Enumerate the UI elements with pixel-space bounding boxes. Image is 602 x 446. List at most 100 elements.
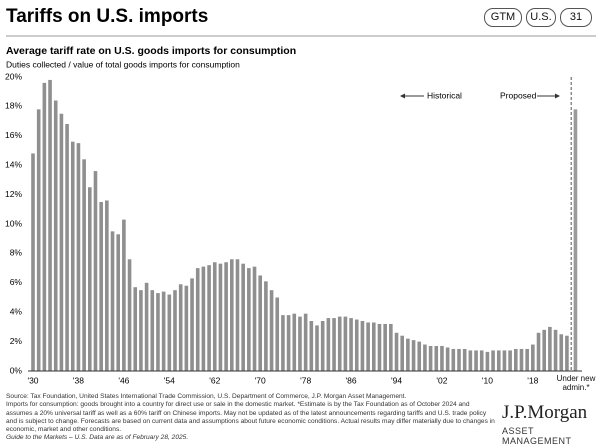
tag: GTM <box>484 8 522 27</box>
bar <box>298 316 302 371</box>
bar <box>309 321 314 371</box>
bar <box>531 344 535 371</box>
x-tick-label: '54 <box>164 375 175 385</box>
footnote: Imports for consumption: goods brought i… <box>6 401 495 434</box>
bar <box>167 294 172 371</box>
bar <box>65 124 69 371</box>
tag: U.S. <box>526 8 556 27</box>
bar <box>366 322 370 371</box>
x-tick-label: '78 <box>300 375 311 385</box>
page-title: Tariffs on U.S. imports <box>6 6 208 27</box>
bar <box>93 171 98 371</box>
bar <box>343 316 348 371</box>
bar <box>275 297 280 371</box>
bar <box>360 321 365 371</box>
bar <box>434 346 439 371</box>
bar <box>394 332 399 371</box>
bar <box>372 322 376 371</box>
bar <box>445 347 450 371</box>
arrow-head <box>400 93 405 99</box>
x-tick-label: '02 <box>436 375 447 385</box>
bar <box>468 350 473 371</box>
y-tick-label: 14% <box>5 159 22 169</box>
arrow-head <box>555 93 560 99</box>
bar <box>190 278 194 371</box>
x-tick-label: '86 <box>346 375 357 385</box>
y-tick-label: 10% <box>5 218 22 228</box>
bar <box>383 323 387 371</box>
bar <box>116 234 120 371</box>
bar <box>264 281 268 371</box>
bar <box>241 263 245 371</box>
y-tick-label: 12% <box>5 189 22 199</box>
x-tick-label: '38 <box>73 375 84 385</box>
bar <box>207 265 211 371</box>
bar <box>337 316 342 371</box>
bar <box>156 293 160 371</box>
bar <box>173 290 177 371</box>
bar <box>258 275 262 371</box>
logo-subtitle: ASSET MANAGEMENT <box>502 426 572 446</box>
bar <box>411 340 416 371</box>
x-tick-label: '62 <box>209 375 220 385</box>
bar <box>212 262 217 371</box>
bar <box>150 290 155 371</box>
bar <box>139 290 143 371</box>
bar <box>332 318 336 371</box>
bar <box>519 348 524 371</box>
y-tick-label: 2% <box>10 336 23 346</box>
bar <box>423 344 427 371</box>
bar <box>542 329 546 371</box>
x-tick-label: Under new admin.* <box>556 374 596 392</box>
x-tick-label: '10 <box>482 375 493 385</box>
bar <box>31 153 35 371</box>
bar <box>53 100 58 372</box>
bar <box>428 346 433 371</box>
bar <box>406 338 410 371</box>
bar <box>224 262 228 371</box>
bar <box>553 329 558 371</box>
bar <box>548 326 552 371</box>
annotation: Historical <box>427 90 462 100</box>
bar <box>349 318 353 371</box>
bar <box>451 348 456 371</box>
bar <box>417 341 422 371</box>
bar <box>462 348 467 371</box>
x-tick-label: '46 <box>118 375 129 385</box>
bar <box>559 334 564 371</box>
bar <box>133 287 138 371</box>
bar <box>110 231 115 371</box>
bar <box>508 350 512 371</box>
bar <box>88 187 92 371</box>
chart-subtitle: Duties collected / value of total goods … <box>6 59 240 69</box>
y-tick-label: 20% <box>5 71 22 81</box>
bar <box>474 350 478 371</box>
bar <box>565 335 569 371</box>
bar <box>48 79 52 371</box>
bar <box>303 313 308 371</box>
y-tick-label: 4% <box>10 306 23 316</box>
bar <box>485 351 490 371</box>
logo-name: J.P.Morgan <box>502 402 588 423</box>
chart-title: Average tariff rate on U.S. goods import… <box>6 45 296 57</box>
bar <box>235 259 240 371</box>
bar <box>247 268 251 371</box>
footnotes: Source: Tax Foundation, United States In… <box>6 393 496 443</box>
bar <box>286 315 291 371</box>
bar <box>218 263 223 371</box>
bar <box>573 109 578 371</box>
bar <box>514 348 518 371</box>
x-tick-label: '94 <box>391 375 402 385</box>
bar <box>440 346 444 371</box>
bar <box>144 282 149 371</box>
bar <box>161 291 166 371</box>
y-tick-label: 16% <box>5 130 22 140</box>
x-tick-label: '18 <box>527 375 538 385</box>
x-tick-label: '30 <box>27 375 38 385</box>
footnote: Guide to the Markets – U.S. Data are as … <box>6 434 189 442</box>
bar <box>99 201 103 371</box>
x-tick-label: '70 <box>255 375 266 385</box>
bar <box>281 315 285 371</box>
